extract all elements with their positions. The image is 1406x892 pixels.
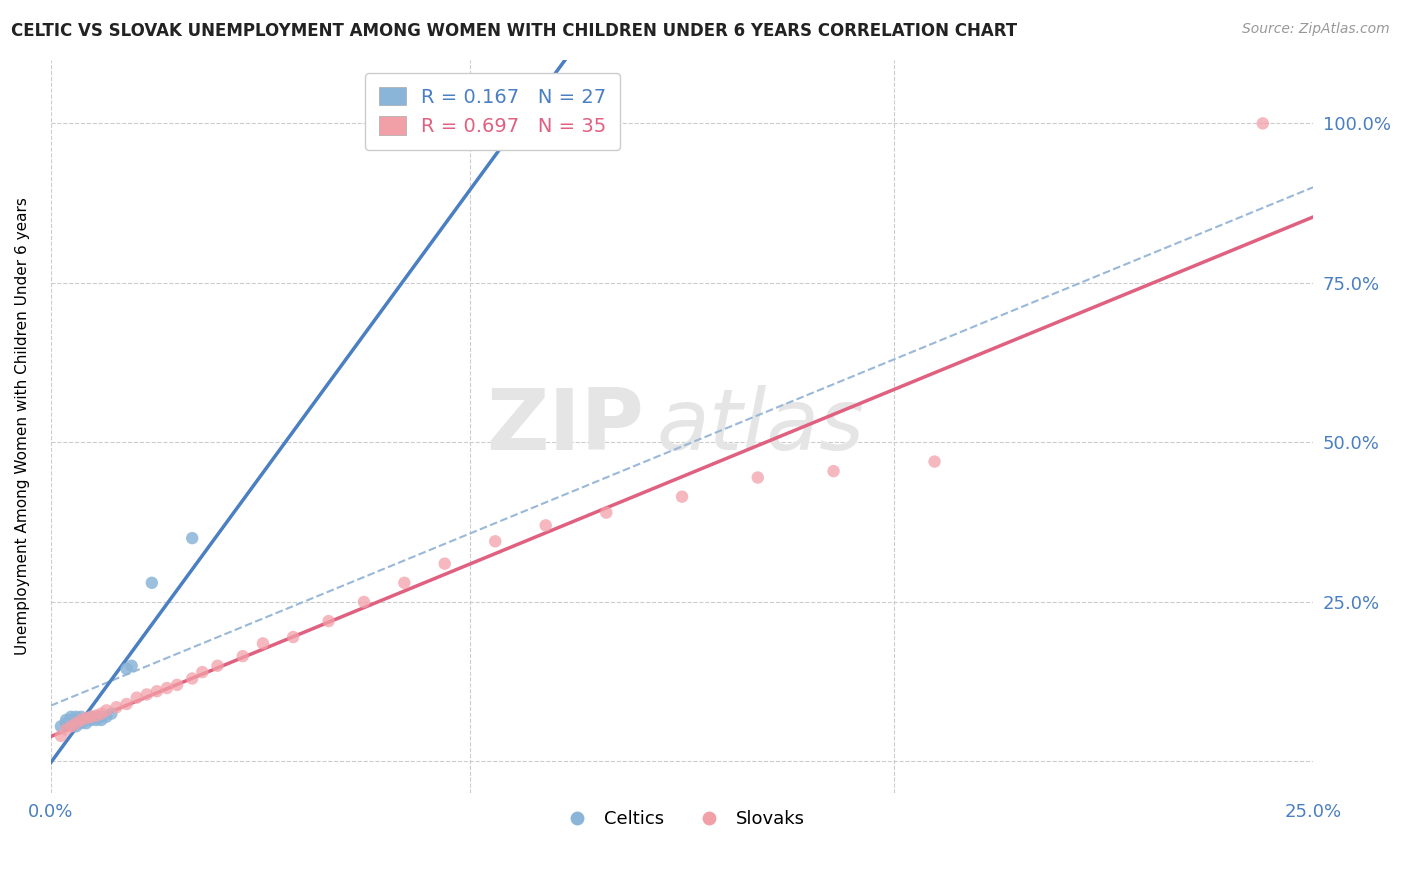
Point bbox=[156, 681, 179, 695]
Text: ZIP: ZIP bbox=[486, 385, 644, 468]
Point bbox=[75, 716, 97, 731]
Point bbox=[70, 716, 93, 731]
Point bbox=[105, 700, 128, 714]
Point bbox=[84, 708, 107, 723]
Point bbox=[65, 716, 87, 731]
Point bbox=[166, 678, 188, 692]
Point bbox=[232, 649, 254, 664]
Point bbox=[353, 595, 375, 609]
Point bbox=[65, 710, 87, 724]
Point bbox=[671, 490, 693, 504]
Point bbox=[484, 534, 506, 549]
Point bbox=[146, 684, 169, 698]
Point bbox=[1251, 116, 1274, 130]
Point bbox=[121, 658, 143, 673]
Point bbox=[55, 716, 77, 731]
Point bbox=[207, 658, 229, 673]
Point bbox=[534, 518, 557, 533]
Point bbox=[823, 464, 845, 478]
Point bbox=[75, 713, 97, 727]
Point bbox=[90, 706, 112, 721]
Point bbox=[115, 697, 138, 711]
Point bbox=[90, 713, 112, 727]
Point bbox=[55, 723, 77, 737]
Point bbox=[90, 710, 112, 724]
Text: Source: ZipAtlas.com: Source: ZipAtlas.com bbox=[1241, 22, 1389, 37]
Point bbox=[80, 713, 103, 727]
Point bbox=[125, 690, 148, 705]
Point bbox=[252, 636, 274, 650]
Point bbox=[181, 672, 204, 686]
Point bbox=[49, 719, 72, 733]
Point bbox=[84, 710, 107, 724]
Point bbox=[433, 557, 456, 571]
Point bbox=[80, 710, 103, 724]
Point bbox=[318, 614, 340, 628]
Point bbox=[60, 713, 83, 727]
Point bbox=[70, 713, 93, 727]
Point bbox=[595, 506, 617, 520]
Y-axis label: Unemployment Among Women with Children Under 6 years: Unemployment Among Women with Children U… bbox=[15, 197, 30, 656]
Point bbox=[924, 454, 946, 468]
Point bbox=[60, 719, 83, 733]
Point bbox=[60, 710, 83, 724]
Point bbox=[100, 706, 122, 721]
Point bbox=[49, 729, 72, 743]
Point bbox=[60, 716, 83, 731]
Point bbox=[65, 716, 87, 731]
Point bbox=[55, 713, 77, 727]
Text: CELTIC VS SLOVAK UNEMPLOYMENT AMONG WOMEN WITH CHILDREN UNDER 6 YEARS CORRELATIO: CELTIC VS SLOVAK UNEMPLOYMENT AMONG WOME… bbox=[11, 22, 1018, 40]
Text: atlas: atlas bbox=[657, 385, 865, 468]
Point bbox=[65, 713, 87, 727]
Point bbox=[394, 575, 416, 590]
Point bbox=[135, 688, 157, 702]
Point bbox=[80, 710, 103, 724]
Point bbox=[65, 719, 87, 733]
Point bbox=[141, 575, 163, 590]
Point bbox=[115, 662, 138, 676]
Legend: Celtics, Slovaks: Celtics, Slovaks bbox=[551, 803, 813, 836]
Point bbox=[181, 531, 204, 545]
Point bbox=[283, 630, 305, 644]
Point bbox=[96, 703, 118, 717]
Point bbox=[747, 470, 769, 484]
Point bbox=[70, 710, 93, 724]
Point bbox=[96, 710, 118, 724]
Point bbox=[191, 665, 214, 679]
Point bbox=[84, 713, 107, 727]
Point bbox=[70, 713, 93, 727]
Point bbox=[75, 711, 97, 725]
